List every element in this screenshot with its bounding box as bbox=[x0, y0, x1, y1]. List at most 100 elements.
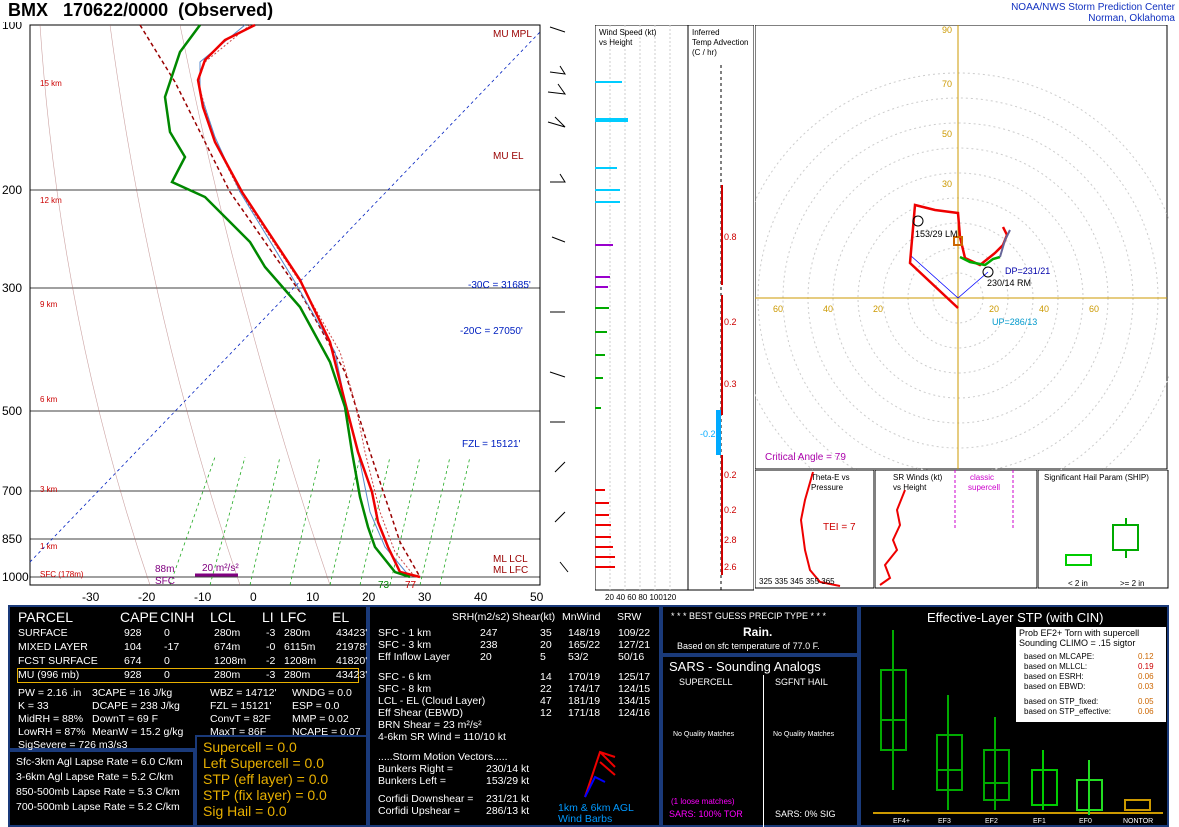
sars-panel: SARS - Sounding Analogs SUPERCELL SGFNT … bbox=[661, 655, 859, 827]
height-label: 12 km bbox=[40, 196, 62, 205]
parcel-cell: 280m bbox=[284, 669, 311, 681]
right-mover-label: 230/14 RM bbox=[987, 278, 1031, 288]
parcel-cell: 674 bbox=[124, 655, 142, 667]
critical-angle: Critical Angle = 79 bbox=[765, 452, 846, 463]
kin-cell: 247 bbox=[480, 627, 498, 639]
kin-row: SFC - 1 km 247 35 148/19 109/22 bbox=[378, 627, 658, 639]
height-label: 1 km bbox=[40, 542, 58, 551]
parcel-row: SURFACE 928 0 280m -3 280m 43423' bbox=[18, 627, 367, 640]
temp-advection-panel: Inferred Temp Advection (C / hr) 0.8 0.2… bbox=[688, 25, 754, 591]
svg-text:SR Winds (kt): SR Winds (kt) bbox=[893, 473, 943, 482]
kin-row: SFC - 3 km 238 20 165/22 127/21 bbox=[378, 639, 658, 651]
svg-text:30: 30 bbox=[942, 179, 952, 189]
kin-cell: 181/19 bbox=[568, 695, 601, 707]
sr-wind: 4-6km SR Wind = 110/10 kt bbox=[378, 731, 506, 743]
mu-el-label: MU EL bbox=[493, 151, 524, 162]
kin-row: Eff Shear (EBWD) 12 171/18 124/16 bbox=[378, 707, 658, 719]
tei-label: TEI = 7 bbox=[823, 522, 856, 533]
kin-cell: 134/15 bbox=[618, 695, 651, 707]
sfc-dewpoint: 73 bbox=[378, 580, 390, 591]
parcel-cell: 0 bbox=[164, 655, 170, 667]
svg-text:40: 40 bbox=[823, 304, 833, 314]
temp-label: -30 bbox=[82, 590, 100, 604]
svg-text:>= 2 in: >= 2 in bbox=[1120, 579, 1144, 588]
temp-label: -10 bbox=[194, 590, 212, 604]
parcel-row: MIXED LAYER 104 -17 674m -0 6115m 21978' bbox=[18, 641, 367, 654]
parcel-cell: 280m bbox=[214, 627, 241, 639]
parcel-cell: MIXED LAYER bbox=[18, 641, 88, 653]
stp-prob: based on ESRH: 0.06 bbox=[1024, 672, 1154, 681]
temp-label: 10 bbox=[306, 590, 320, 604]
kin-row: Eff Inflow Layer 20 5 53/2 50/16 bbox=[378, 651, 658, 663]
station-id: BMX bbox=[8, 0, 48, 20]
svg-text:NONTOR: NONTOR bbox=[1123, 818, 1153, 825]
parcel-stat: DownT = 69 F bbox=[92, 713, 159, 725]
datetime: 170622/0000 bbox=[63, 0, 169, 20]
parcel-header: LI bbox=[262, 609, 274, 625]
parcel-header: LCL bbox=[210, 609, 236, 625]
svg-text:classic: classic bbox=[970, 473, 994, 482]
barb-glyph bbox=[584, 750, 616, 798]
ml-lfc-label: ML LFC bbox=[493, 565, 528, 576]
svg-text:60: 60 bbox=[1089, 304, 1099, 314]
parcel-row: FCST SURFACE 674 0 1208m -2 1208m 41820' bbox=[18, 655, 367, 668]
kin-cell: 109/22 bbox=[618, 627, 651, 639]
sfc-label: SFC bbox=[155, 576, 175, 587]
height-label: SFC (178m) bbox=[40, 570, 84, 579]
hodograph: 60 40 20 20 40 60 90 70 50 30 153/29 LM 230/14 R… bbox=[755, 25, 1169, 470]
svg-text:70: 70 bbox=[942, 79, 952, 89]
pressure-label: 850 bbox=[2, 532, 22, 546]
svg-text:vs Height: vs Height bbox=[893, 483, 927, 492]
kin-row: LCL - EL (Cloud Layer) 47 181/19 134/15 bbox=[378, 695, 658, 707]
svg-text:2.6: 2.6 bbox=[724, 562, 737, 572]
parcel-cell: 21978' bbox=[336, 641, 368, 653]
kin-cell: 47 bbox=[540, 695, 552, 707]
svg-text:supercell: supercell bbox=[968, 483, 1000, 492]
barb-legend: 1km & 6km AGL Wind Barbs bbox=[558, 802, 634, 825]
stp-prob: based on STP_effective: 0.06 bbox=[1024, 707, 1154, 716]
precip-panel: * * * BEST GUESS PRECIP TYPE * * * Rain.… bbox=[661, 605, 859, 655]
kin-cell: 14 bbox=[540, 671, 552, 683]
kin-cell: 124/16 bbox=[618, 707, 651, 719]
parcel-cell: -17 bbox=[164, 641, 180, 653]
stp-panel: Effective-Layer STP (with CIN) EF4+ EF3 … bbox=[859, 605, 1169, 827]
svg-text:Pressure: Pressure bbox=[811, 483, 844, 492]
height-label: 9 km bbox=[40, 300, 58, 309]
temp-axis: -30 -20 -10 0 10 20 30 40 50 bbox=[82, 590, 544, 604]
svg-text:EF3: EF3 bbox=[938, 818, 951, 825]
sr-winds-panel: SR Winds (kt) vs Height classic supercel… bbox=[875, 470, 1038, 589]
svg-text:20: 20 bbox=[873, 304, 883, 314]
kin-cell: 165/22 bbox=[568, 639, 601, 651]
parcel-stat: ESP = 0.0 bbox=[292, 700, 340, 712]
severe-index: STP (fix layer) = 0.0 bbox=[203, 787, 327, 803]
svg-text:40: 40 bbox=[1039, 304, 1049, 314]
kin-cell: SFC - 8 km bbox=[378, 683, 432, 695]
kin-cell: 171/18 bbox=[568, 707, 601, 719]
parcel-stat: ConvT = 82F bbox=[210, 713, 271, 725]
svg-text:2.8: 2.8 bbox=[724, 535, 737, 545]
pressure-label: 1000 bbox=[2, 570, 29, 584]
mu-mpl-label: MU MPL bbox=[493, 29, 532, 40]
svg-text:325 335 345 355 365: 325 335 345 355 365 bbox=[759, 577, 835, 586]
parcel-stat: FZL = 15121' bbox=[210, 700, 272, 712]
ship-title: Significant Hail Param (SHIP) bbox=[1044, 473, 1149, 482]
storm-motion-title: .....Storm Motion Vectors..... bbox=[378, 751, 508, 763]
parcel-stat: WBZ = 14712' bbox=[210, 687, 277, 699]
stp-prob: based on STP_fixed: 0.05 bbox=[1024, 697, 1154, 706]
srh-box-label: 20 m²/s² bbox=[202, 563, 239, 574]
svg-text:50: 50 bbox=[942, 129, 952, 139]
temp-label: 0 bbox=[250, 590, 257, 604]
parcel-row: MU (996 mb) 928 0 280m -3 280m 43423' bbox=[17, 668, 367, 683]
stp-boxplot: EF4+ EF3 EF2 EF1 EF0 NONTOR bbox=[868, 625, 1163, 825]
svg-text:(C / hr): (C / hr) bbox=[692, 48, 717, 57]
kin-cell: LCL - EL (Cloud Layer) bbox=[378, 695, 486, 707]
parcel-cell: 43423' bbox=[336, 627, 368, 639]
precip-type: Rain. bbox=[743, 625, 773, 639]
severe-index: STP (eff layer) = 0.0 bbox=[203, 771, 329, 787]
height-label: 6 km bbox=[40, 395, 58, 404]
kin-cell: 174/17 bbox=[568, 683, 601, 695]
parcel-header: CAPE bbox=[120, 609, 159, 625]
parcel-cell: 928 bbox=[124, 669, 142, 681]
svg-text:EF0: EF0 bbox=[1079, 818, 1092, 825]
lapse-panel: Sfc-3km Agl Lapse Rate = 6.0 C/km 3-6km A… bbox=[8, 750, 195, 827]
